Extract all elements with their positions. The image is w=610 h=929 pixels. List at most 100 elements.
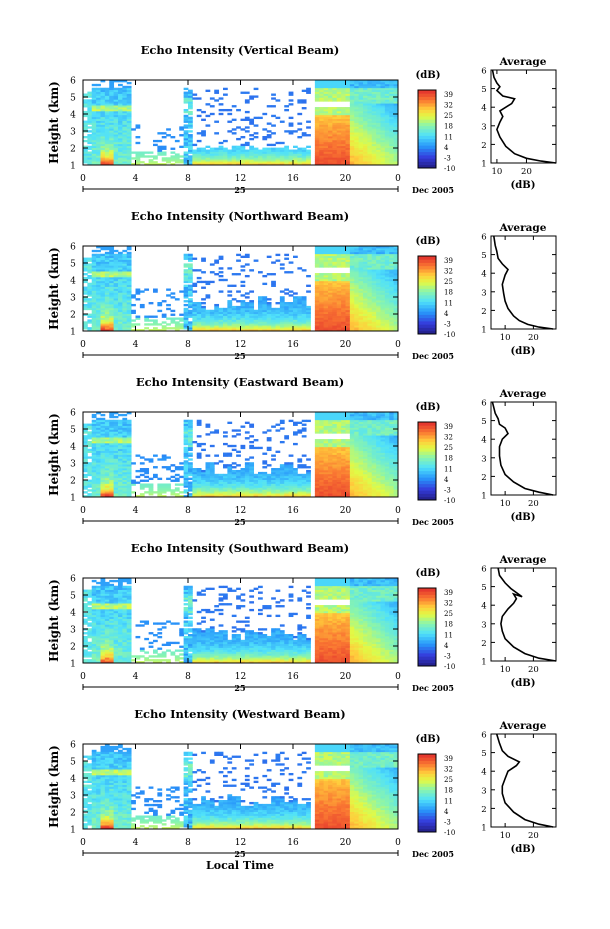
heat-cell — [332, 147, 338, 150]
heat-cell — [341, 317, 346, 320]
heat-cell — [96, 440, 101, 444]
heat-cell — [100, 153, 106, 156]
heat-cell — [236, 473, 241, 477]
heat-cell — [96, 473, 101, 477]
heat-cell — [345, 83, 351, 87]
heat-cell — [223, 163, 228, 166]
heat-cell — [332, 136, 338, 139]
heat-cell — [244, 466, 250, 469]
heat-cell — [183, 439, 189, 442]
heat-cell — [113, 433, 119, 436]
heat-cell — [192, 485, 198, 488]
heat-cell — [380, 284, 386, 287]
heat-cell — [188, 124, 193, 127]
heat-cell — [87, 161, 93, 164]
heat-cell — [188, 309, 193, 313]
heat-cell — [363, 139, 368, 143]
heat-cell — [183, 271, 189, 274]
heat-cell — [328, 112, 333, 116]
heat-cell — [319, 139, 325, 143]
heat-cell — [122, 427, 128, 430]
heat-cell — [345, 263, 351, 266]
heat-cell — [139, 303, 145, 307]
heat-cell — [209, 483, 215, 486]
heat-cell — [122, 155, 128, 158]
heat-cell — [174, 493, 180, 496]
heat-cell — [188, 481, 193, 484]
heat-cell — [319, 477, 325, 481]
heat-cell — [209, 468, 215, 471]
heat-cell — [244, 485, 250, 488]
heat-cell — [345, 155, 351, 158]
heat-cell — [205, 282, 211, 286]
heat-cell — [196, 421, 202, 424]
heat-cell — [314, 442, 320, 446]
heat-cell — [126, 155, 132, 158]
heat-cell — [319, 327, 325, 330]
heat-cell — [262, 483, 268, 486]
heat-cell — [314, 282, 320, 286]
heat-cell — [122, 120, 128, 123]
heat-cell — [122, 425, 128, 428]
heat-cell — [104, 91, 110, 94]
heat-cell — [349, 294, 355, 297]
heat-cell — [91, 122, 97, 125]
heat-cell — [314, 462, 320, 465]
heat-cell — [363, 251, 368, 255]
heat-cell — [126, 101, 132, 104]
heat-cell — [384, 292, 390, 295]
heat-cell — [358, 163, 364, 166]
heat-cell — [363, 134, 368, 137]
heat-cell — [157, 491, 163, 494]
heat-cell — [314, 483, 320, 486]
heat-cell — [275, 495, 281, 498]
heat-cell — [188, 469, 193, 473]
heat-cell — [363, 118, 368, 121]
heat-cell — [183, 99, 189, 102]
heat-cell — [183, 315, 189, 318]
heat-cell — [389, 101, 395, 104]
heat-cell — [126, 134, 132, 137]
heat-cell — [113, 91, 119, 94]
heat-cell — [266, 147, 272, 150]
heat-cell — [192, 151, 198, 154]
heat-cell — [96, 433, 101, 436]
heat-cell — [201, 495, 206, 498]
heat-cell — [236, 477, 241, 481]
heat-cell — [96, 282, 101, 286]
heat-cell — [349, 282, 355, 286]
heat-cell — [96, 300, 101, 303]
heat-cell — [380, 274, 386, 278]
heat-cell — [183, 132, 189, 135]
heat-cell — [231, 444, 237, 448]
heat-cell — [384, 305, 390, 309]
heat-cell — [354, 153, 360, 156]
heat-cell — [126, 257, 132, 260]
heat-cell — [227, 151, 233, 154]
heat-cell — [258, 327, 263, 330]
heat-cell — [249, 315, 255, 318]
heat-cell — [384, 124, 390, 127]
heat-cell — [109, 412, 115, 415]
heat-cell — [104, 89, 110, 92]
heat-cell — [384, 85, 390, 89]
heat-cell — [236, 489, 241, 492]
heat-cell — [319, 97, 325, 100]
heat-cell — [358, 280, 364, 284]
heat-cell — [341, 155, 346, 158]
heat-cell — [83, 99, 88, 102]
heat-cell — [244, 303, 250, 307]
heat-cell — [376, 269, 381, 272]
heat-cell — [332, 137, 338, 141]
heat-cell — [96, 278, 101, 282]
heat-cell — [319, 257, 325, 260]
heat-cell — [188, 292, 193, 295]
heat-cell — [328, 157, 333, 160]
heat-cell — [196, 302, 202, 305]
heat-cell — [371, 273, 377, 276]
heat-cell — [354, 246, 360, 249]
heat-cell — [96, 475, 101, 479]
heat-cell — [367, 163, 373, 166]
heat-cell — [288, 485, 294, 488]
heat-cell — [87, 130, 93, 133]
